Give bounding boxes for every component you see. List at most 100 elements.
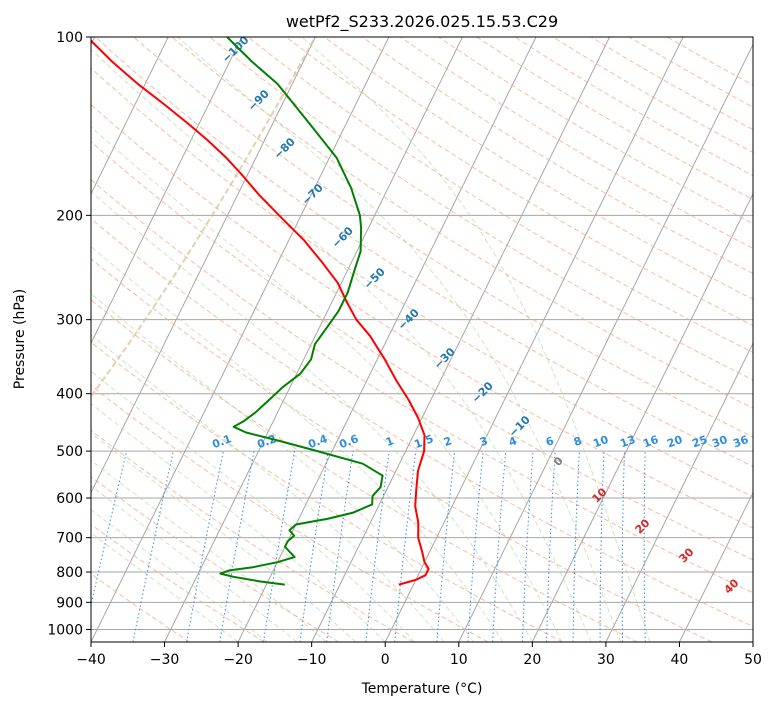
dry-adiabat-label: 0: [551, 454, 566, 469]
dry-adiabat-line: [91, 523, 265, 642]
mixing-ratio-line: [572, 451, 580, 642]
mixing-ratio-line: [492, 451, 507, 642]
dry-adiabat-label: −100: [220, 33, 252, 65]
isotherm-line: [164, 37, 463, 642]
isotherm-line: [752, 640, 753, 642]
moist-adiabat-line: [91, 485, 298, 642]
mixing-ratio-label: 6: [544, 434, 556, 449]
mixing-ratio-line: [91, 450, 128, 608]
dry-adiabat-label: −20: [469, 379, 496, 406]
dry-adiabat-label: 30: [677, 545, 697, 565]
dry-adiabat-line: [91, 573, 190, 642]
mixing-ratio-line: [326, 451, 354, 642]
x-tick-label: −20: [223, 652, 253, 668]
mixing-ratio-label: 0.4: [306, 432, 329, 451]
chart-title: wetPf2_S233.2026.025.15.53.C29: [286, 12, 558, 32]
mixing-ratio-label: 30: [710, 433, 729, 451]
dry-adiabat-label: −90: [245, 87, 272, 114]
dry-adiabat-line: [91, 384, 489, 642]
mixing-ratio-line: [299, 451, 329, 642]
moist-adiabat-line: [91, 293, 474, 642]
dry-adiabat-line: [552, 37, 753, 153]
mixing-ratio-line: [219, 451, 255, 642]
moist-adiabat-line: [91, 459, 327, 642]
x-tick-label: 0: [381, 652, 390, 668]
mixing-ratio-label: 13: [618, 433, 637, 450]
y-axis-label: Pressure (hPa): [12, 289, 28, 389]
isotherm-line: [91, 37, 169, 195]
dry-adiabat-line: [95, 37, 753, 468]
mixing-ratio-line: [394, 451, 417, 642]
mixing-ratio-label: 16: [641, 433, 660, 451]
moist-adiabat-line: [91, 509, 268, 642]
mixing-ratio-label: 2: [442, 434, 454, 449]
mixing-ratio-label: 8: [572, 434, 584, 449]
isotherm-line: [605, 342, 753, 642]
dry-adiabat-line: [91, 341, 563, 642]
parcel-guide-curve: [91, 37, 317, 398]
axis-ticks: −40 −30 −20 −10 0 10 20 30 40 5010020030040050060…: [47, 30, 762, 668]
y-tick-label: 500: [56, 444, 83, 460]
dry-adiabat-line: [247, 37, 753, 354]
isotherm-line: [91, 37, 243, 345]
dry-adiabat-line: [91, 299, 638, 642]
isotherm-line: [91, 37, 390, 642]
moist-adiabat-line: [91, 245, 504, 642]
moist-adiabat-line: [91, 432, 357, 642]
moist-adiabat-line: [91, 370, 415, 642]
mixing-ratio-label: 0.6: [337, 432, 360, 451]
dewpoint-profile-line: [219, 37, 384, 586]
dry-adiabat-label: −80: [271, 135, 298, 162]
isotherm-line: [458, 43, 753, 642]
moist-adiabat-line: [91, 403, 386, 642]
moist-adiabat-line: [91, 334, 445, 642]
plot-frame: [90, 36, 754, 643]
mixing-ratio-line: [599, 451, 605, 642]
x-tick-label: 40: [671, 652, 689, 668]
x-tick-label: 30: [597, 652, 615, 668]
dry-adiabat-label: −50: [361, 265, 388, 292]
mixing-ratio-label: 0.1: [210, 432, 233, 451]
dry-adiabat-line: [91, 429, 414, 642]
mixing-ratio-line: [436, 451, 456, 642]
isotherm-line: [311, 37, 611, 642]
mixing-ratio-label: 25: [690, 433, 709, 450]
mixing-ratio-line: [643, 451, 646, 642]
x-tick-label: −10: [297, 652, 327, 668]
temperature-profile-line: [91, 39, 430, 586]
dry-adiabat-line: [476, 37, 753, 200]
dry-adiabat-line: [285, 37, 753, 327]
x-tick-label: 20: [523, 652, 541, 668]
mixing-ratio-line: [263, 451, 296, 642]
dry-adiabat-line: [91, 141, 753, 561]
moist-adiabat-line: [91, 532, 239, 642]
moist-adiabat-line: [177, 37, 622, 642]
mixing-ratio-label: 3: [478, 434, 490, 449]
mixing-ratio-label: 4: [507, 434, 519, 449]
y-tick-label: 200: [56, 208, 83, 224]
dry-adiabat-label: −70: [299, 181, 326, 208]
dry-adiabat-label: 20: [633, 516, 653, 536]
mixing-ratio-label: 20: [665, 433, 684, 451]
dry-adiabat-line: [91, 218, 753, 628]
mixing-ratio-line: [467, 451, 484, 642]
y-tick-label: 600: [56, 491, 83, 507]
moist-adiabat-line: [91, 190, 533, 642]
x-tick-label: −30: [150, 652, 180, 668]
moist-adiabat-line: [91, 126, 563, 642]
isotherm-line: [384, 37, 684, 642]
dry-adiabat-label: 40: [722, 576, 742, 596]
y-tick-label: 1000: [47, 622, 83, 638]
isotherm-line: [678, 491, 753, 642]
dry-adiabat-line: [362, 37, 753, 275]
y-tick-label: 400: [56, 387, 83, 403]
dry-adiabat-line: [400, 37, 753, 249]
dry-adiabat-line: [91, 67, 753, 498]
mixing-ratio-line: [132, 450, 174, 642]
mixing-ratio-line: [365, 451, 390, 642]
x-axis-label: Temperature (°C): [361, 681, 483, 697]
x-tick-label: 50: [744, 652, 762, 668]
isotherm-line: [91, 37, 316, 494]
mixing-ratio-line: [186, 451, 224, 642]
mixing-ratio-label: 10: [591, 433, 610, 451]
